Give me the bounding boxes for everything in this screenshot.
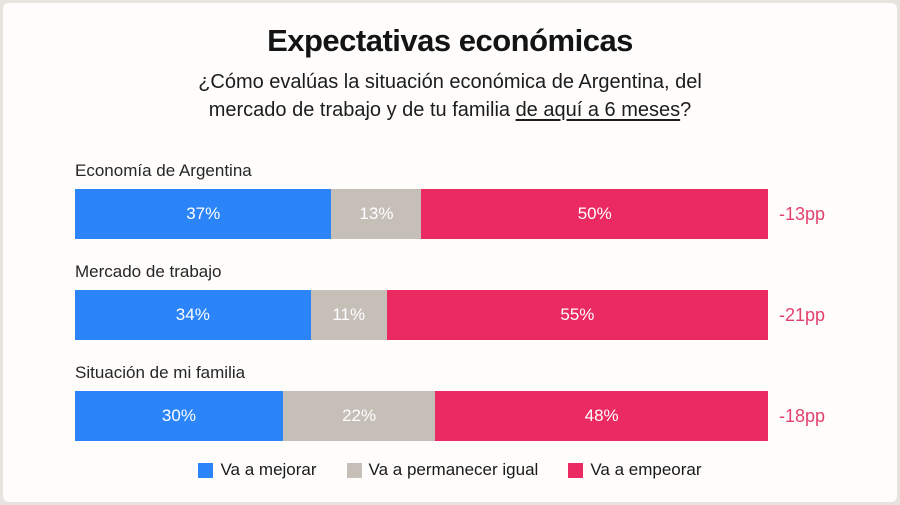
delta-annotation: -18pp — [779, 405, 826, 426]
segment-igual: 11% — [310, 290, 387, 340]
legend-item-mejorar: Va a mejorar — [198, 460, 317, 480]
legend-item-igual: Va a permanecer igual — [346, 460, 539, 480]
legend-item-empeorar: Va a empeorar — [568, 460, 702, 480]
chart-header: Expectativas económicas ¿Cómo evalúas la… — [3, 3, 897, 125]
segment-mejorar: 37% — [75, 189, 332, 239]
stacked-bar: 37% 13% 50% — [75, 189, 768, 239]
subtitle-line2-prefix: mercado de trabajo y de tu familia — [208, 99, 516, 122]
chart-legend: Va a mejorar Va a permanecer igual Va a … — [3, 460, 897, 480]
segment-value-label: 34% — [175, 305, 210, 324]
segment-value-label: 55% — [560, 305, 595, 324]
legend-swatch-empeorar — [568, 462, 584, 478]
delta-annotation: -13pp — [779, 203, 826, 224]
segment-empeorar: 50% — [421, 189, 768, 239]
segment-value-label: 22% — [342, 406, 377, 425]
bar-row: Economía de Argentina 37% 13% 50% -13pp — [75, 161, 835, 239]
segment-empeorar: 48% — [435, 391, 768, 441]
segment-igual: 13% — [331, 189, 422, 239]
segment-empeorar: 55% — [386, 290, 768, 340]
stacked-bar: 30% 22% 48% — [75, 391, 768, 441]
legend-label: Va a mejorar — [220, 460, 317, 479]
segment-value-label: 50% — [577, 204, 612, 223]
chart-subtitle: ¿Cómo evalúas la situación económica de … — [3, 68, 897, 125]
stacked-bar-chart: Economía de Argentina 37% 13% 50% -13pp … — [75, 161, 835, 464]
legend-swatch-mejorar — [198, 462, 214, 478]
segment-value-label: 30% — [161, 406, 196, 425]
slide: Expectativas económicas ¿Cómo evalúas la… — [3, 3, 897, 502]
segment-value-label: 37% — [186, 204, 221, 223]
segment-value-label: 11% — [332, 305, 366, 324]
category-label: Situación de mi familia — [75, 363, 246, 382]
segment-mejorar: 30% — [75, 391, 283, 441]
subtitle-underlined-phrase: de aquí a 6 meses — [515, 99, 681, 122]
bar-row: Situación de mi familia 30% 22% 48% -18p… — [75, 363, 835, 441]
page-title: Expectativas económicas — [267, 23, 633, 58]
stacked-bar: 34% 11% 55% — [75, 290, 768, 340]
subtitle-line1: ¿Cómo evalúas la situación económica de … — [198, 71, 702, 93]
bar-row: Mercado de trabajo 34% 11% 55% -21pp — [75, 262, 835, 340]
legend-label: Va a empeorar — [590, 460, 702, 479]
legend-swatch-igual — [346, 462, 362, 478]
segment-value-label: 13% — [359, 204, 394, 223]
segment-igual: 22% — [282, 391, 436, 441]
segment-mejorar: 34% — [75, 290, 311, 340]
category-label: Mercado de trabajo — [75, 262, 222, 281]
subtitle-question-mark: ? — [680, 99, 692, 122]
legend-label: Va a permanecer igual — [368, 460, 539, 479]
category-label: Economía de Argentina — [75, 161, 252, 180]
segment-value-label: 48% — [584, 406, 619, 425]
delta-annotation: -21pp — [779, 304, 826, 325]
